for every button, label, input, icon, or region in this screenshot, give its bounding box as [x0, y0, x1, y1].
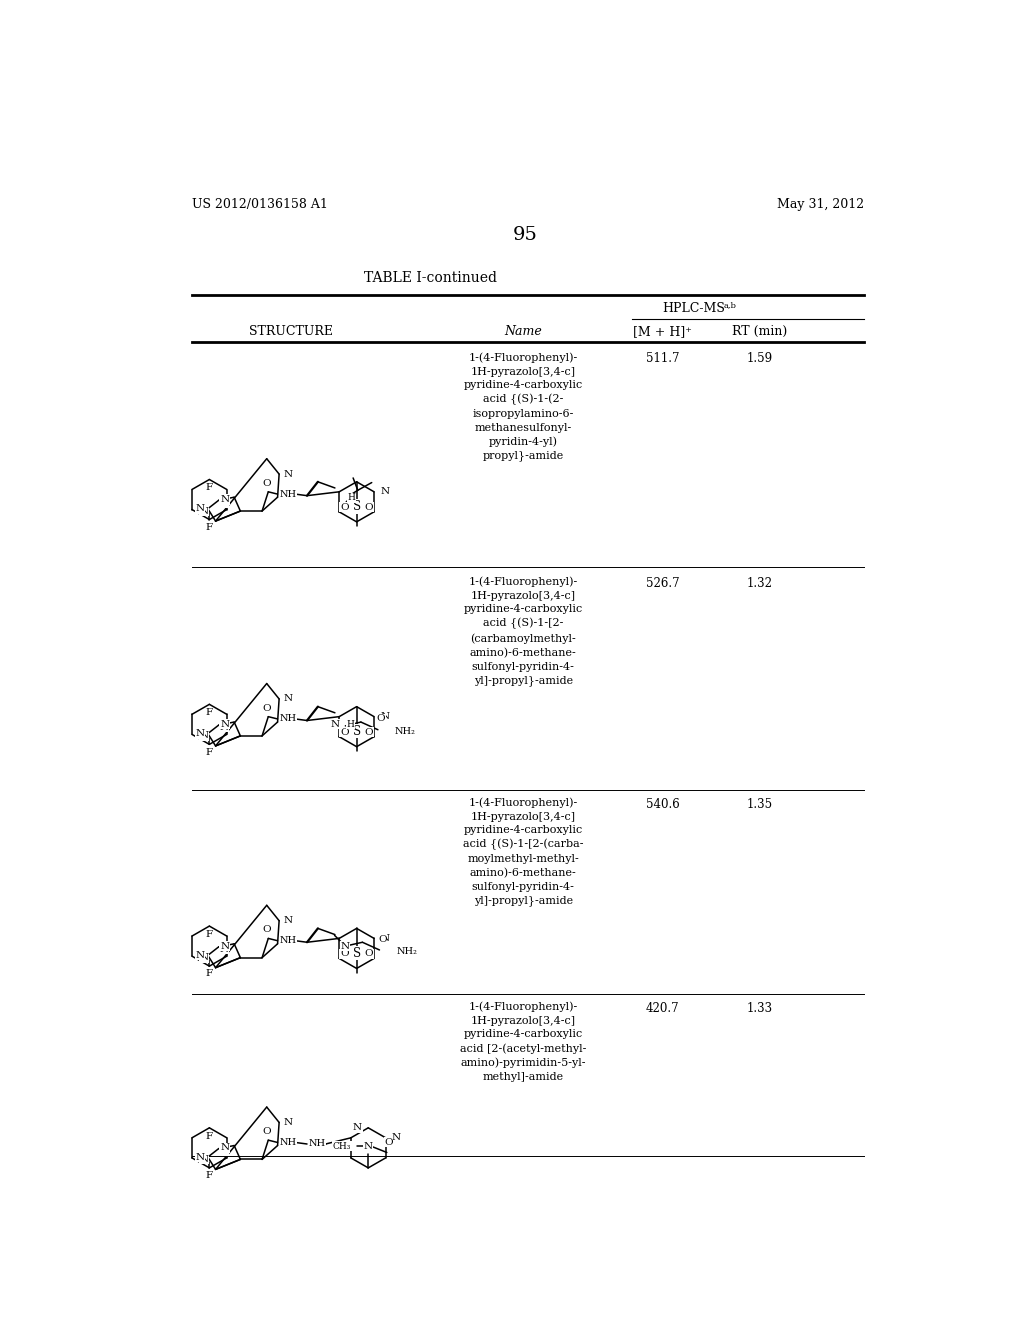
Text: O: O	[340, 503, 348, 512]
Text: NH: NH	[280, 714, 297, 723]
Text: N: N	[341, 941, 350, 950]
Text: N: N	[200, 953, 209, 962]
Text: S: S	[352, 946, 360, 960]
Text: NH₂: NH₂	[395, 727, 416, 735]
Text: N: N	[380, 487, 389, 496]
Text: 95: 95	[512, 227, 538, 244]
Text: O: O	[340, 949, 348, 958]
Text: F: F	[206, 483, 213, 492]
Text: N: N	[200, 507, 209, 516]
Text: N: N	[220, 1143, 229, 1152]
Text: F: F	[206, 969, 213, 978]
Text: N: N	[200, 731, 209, 741]
Text: F: F	[206, 523, 213, 532]
Text: F: F	[206, 747, 213, 756]
Text: HPLC-MS: HPLC-MS	[663, 302, 725, 315]
Text: N: N	[200, 1155, 209, 1164]
Text: 1.35: 1.35	[746, 797, 773, 810]
Text: O: O	[365, 949, 374, 958]
Text: O: O	[384, 1138, 393, 1147]
Text: S: S	[352, 500, 360, 513]
Text: NH: NH	[280, 936, 297, 945]
Text: O: O	[262, 925, 271, 935]
Text: N: N	[284, 916, 293, 925]
Text: 420.7: 420.7	[646, 1002, 680, 1015]
Text: O: O	[340, 727, 348, 737]
Text: 526.7: 526.7	[646, 577, 680, 590]
Text: O: O	[378, 935, 387, 944]
Text: N: N	[196, 1152, 205, 1162]
Text: N: N	[380, 935, 389, 942]
Text: N: N	[392, 1134, 401, 1142]
Text: N: N	[220, 719, 229, 729]
Text: N: N	[220, 941, 229, 950]
Text: O: O	[262, 1127, 271, 1137]
Text: H: H	[347, 719, 354, 729]
Text: a,b: a,b	[723, 301, 736, 309]
Text: [M + H]⁺: [M + H]⁺	[633, 325, 692, 338]
Text: F: F	[206, 1171, 213, 1180]
Text: NH₂: NH₂	[396, 946, 418, 956]
Text: 1-(4-Fluorophenyl)-
1H-pyrazolo[3,4-c]
pyridine-4-carboxylic
acid {(S)-1-[2-
(ca: 1-(4-Fluorophenyl)- 1H-pyrazolo[3,4-c] p…	[464, 577, 583, 686]
Text: N: N	[196, 729, 205, 738]
Text: N: N	[196, 950, 205, 960]
Text: NH: NH	[280, 1138, 297, 1147]
Text: 1.33: 1.33	[746, 1002, 773, 1015]
Text: 1.32: 1.32	[746, 577, 773, 590]
Text: 1-(4-Fluorophenyl)-
1H-pyrazolo[3,4-c]
pyridine-4-carboxylic
acid {(S)-1-[2-(car: 1-(4-Fluorophenyl)- 1H-pyrazolo[3,4-c] p…	[463, 797, 584, 906]
Text: N: N	[219, 1147, 228, 1155]
Text: N: N	[353, 1123, 362, 1133]
Text: N: N	[196, 504, 205, 513]
Text: 1.59: 1.59	[746, 352, 773, 366]
Text: F: F	[206, 1131, 213, 1140]
Text: N: N	[284, 470, 293, 479]
Text: O: O	[365, 727, 374, 737]
Text: N: N	[219, 498, 228, 507]
Text: CH₃: CH₃	[333, 1142, 351, 1151]
Text: 1-(4-Fluorophenyl)-
1H-pyrazolo[3,4-c]
pyridine-4-carboxylic
acid [2-(acetyl-met: 1-(4-Fluorophenyl)- 1H-pyrazolo[3,4-c] p…	[460, 1002, 587, 1082]
Text: H: H	[347, 494, 355, 503]
Text: N: N	[219, 723, 228, 731]
Text: NH: NH	[308, 1139, 326, 1148]
Text: 540.6: 540.6	[646, 797, 680, 810]
Text: N: N	[284, 694, 293, 704]
Text: US 2012/0136158 A1: US 2012/0136158 A1	[191, 198, 328, 211]
Text: F: F	[206, 931, 213, 939]
Text: N: N	[284, 1118, 293, 1127]
Text: TABLE I-continued: TABLE I-continued	[364, 271, 497, 285]
Text: NH: NH	[280, 490, 297, 499]
Text: STRUCTURE: STRUCTURE	[249, 325, 333, 338]
Text: F: F	[206, 709, 213, 717]
Text: Name: Name	[505, 325, 542, 338]
Text: O: O	[377, 714, 385, 723]
Text: O: O	[262, 704, 271, 713]
Text: O: O	[262, 479, 271, 488]
Text: N: N	[220, 495, 229, 504]
Text: N: N	[380, 713, 389, 721]
Text: 1-(4-Fluorophenyl)-
1H-pyrazolo[3,4-c]
pyridine-4-carboxylic
acid {(S)-1-(2-
iso: 1-(4-Fluorophenyl)- 1H-pyrazolo[3,4-c] p…	[464, 352, 583, 462]
Text: RT (min): RT (min)	[732, 325, 787, 338]
Text: O: O	[365, 503, 374, 512]
Text: 511.7: 511.7	[646, 352, 680, 366]
Text: N: N	[219, 945, 228, 953]
Text: N: N	[364, 1142, 373, 1151]
Text: S: S	[352, 725, 360, 738]
Text: May 31, 2012: May 31, 2012	[777, 198, 864, 211]
Text: N: N	[330, 719, 339, 729]
